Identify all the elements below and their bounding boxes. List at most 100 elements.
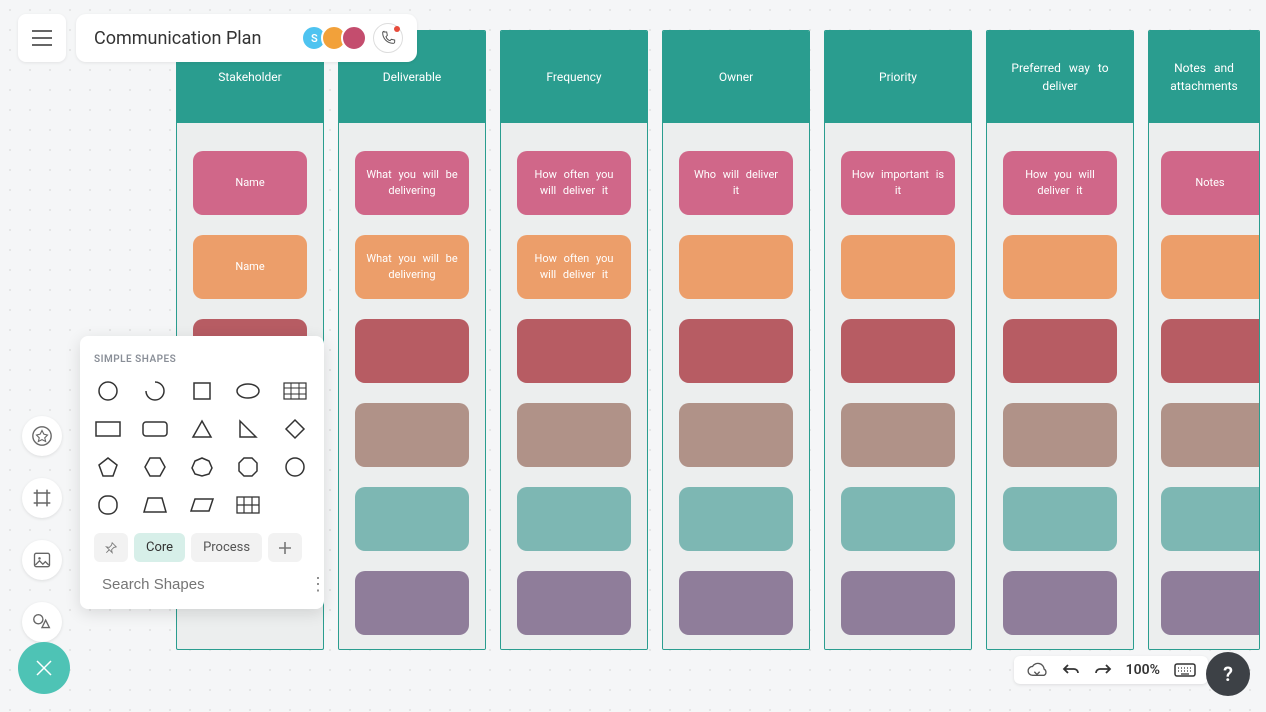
hamburger-menu-button[interactable] xyxy=(18,14,66,62)
shape-hexagon[interactable] xyxy=(141,455,169,479)
board-card[interactable] xyxy=(841,571,955,635)
board-card[interactable] xyxy=(1003,403,1117,467)
board-card[interactable] xyxy=(355,487,469,551)
board-card[interactable]: How often you will deliver it xyxy=(517,151,631,215)
collaborator-avatar[interactable] xyxy=(341,25,367,51)
tab-process[interactable]: Process xyxy=(191,533,262,562)
board-card[interactable] xyxy=(1003,235,1117,299)
board-card[interactable]: How you will deliver it xyxy=(1003,151,1117,215)
hamburger-icon xyxy=(32,30,52,46)
board-card[interactable] xyxy=(1161,571,1259,635)
shape-rounded-rectangle[interactable] xyxy=(141,417,169,441)
shape-right-triangle[interactable] xyxy=(234,417,262,441)
shape-diamond[interactable] xyxy=(281,417,309,441)
shapes-grid xyxy=(94,379,310,517)
phone-icon xyxy=(380,30,396,46)
draw-tool-button[interactable] xyxy=(22,602,62,642)
board-card[interactable]: What you will be delivering xyxy=(355,235,469,299)
board-card[interactable] xyxy=(679,487,793,551)
board-card[interactable] xyxy=(679,571,793,635)
help-icon: ? xyxy=(1223,662,1233,686)
board-column: Preferred way to deliver How you will del… xyxy=(986,30,1134,650)
board-card[interactable] xyxy=(841,235,955,299)
board-card[interactable]: Notes xyxy=(1161,151,1259,215)
board-card[interactable] xyxy=(679,235,793,299)
board-card[interactable] xyxy=(355,319,469,383)
cloud-icon xyxy=(1026,662,1048,678)
shapes-panel-title: SIMPLE SHAPES xyxy=(94,354,310,365)
shape-pentagon[interactable] xyxy=(94,455,122,479)
image-tool-button[interactable] xyxy=(22,540,62,580)
board-card[interactable] xyxy=(679,403,793,467)
board-card[interactable]: How important is it xyxy=(841,151,955,215)
board-card[interactable] xyxy=(1003,571,1117,635)
board-card[interactable] xyxy=(1161,319,1259,383)
add-tab-button[interactable] xyxy=(268,533,302,562)
shape-ellipse[interactable] xyxy=(234,379,262,403)
pin-tab-button[interactable] xyxy=(94,533,128,562)
cloud-sync-button[interactable] xyxy=(1026,662,1048,678)
shapes-tool-button[interactable] xyxy=(22,416,62,456)
board-card[interactable] xyxy=(841,403,955,467)
board-card[interactable] xyxy=(517,487,631,551)
shape-table-grid[interactable] xyxy=(281,379,309,403)
help-button[interactable]: ? xyxy=(1206,652,1250,696)
board-card[interactable]: Name xyxy=(193,235,307,299)
board-card[interactable] xyxy=(1161,487,1259,551)
search-shapes-input[interactable] xyxy=(102,576,301,593)
call-button[interactable] xyxy=(373,23,403,53)
board-card[interactable]: Who will deliver it xyxy=(679,151,793,215)
board-card[interactable] xyxy=(841,487,955,551)
shape-small-grid[interactable] xyxy=(234,493,262,517)
collaborator-avatars: S xyxy=(301,25,367,51)
board-card[interactable]: What you will be delivering xyxy=(355,151,469,215)
shape-nonagon[interactable] xyxy=(281,455,309,479)
board-card[interactable]: Name xyxy=(193,151,307,215)
shape-arc[interactable] xyxy=(141,379,169,403)
board-card[interactable] xyxy=(1003,319,1117,383)
column-header: Preferred way to deliver xyxy=(987,31,1133,123)
image-icon xyxy=(32,550,52,570)
board-card[interactable] xyxy=(1003,487,1117,551)
shape-circle[interactable] xyxy=(94,379,122,403)
board-column: Notes and attachmentsNotes xyxy=(1148,30,1260,650)
board-column: Frequency How often you will deliver it Ho… xyxy=(500,30,648,650)
notification-dot-icon xyxy=(394,26,400,32)
frame-icon xyxy=(32,488,52,508)
board-column: OwnerWho will deliver it xyxy=(662,30,810,650)
shape-rectangle[interactable] xyxy=(94,417,122,441)
tab-core[interactable]: Core xyxy=(134,533,185,562)
shape-heptagon[interactable] xyxy=(188,455,216,479)
board-card[interactable] xyxy=(355,571,469,635)
frame-tool-button[interactable] xyxy=(22,478,62,518)
redo-icon xyxy=(1094,663,1112,677)
close-panel-button[interactable] xyxy=(18,642,70,694)
shape-parallelogram[interactable] xyxy=(188,493,216,517)
redo-button[interactable] xyxy=(1094,663,1112,677)
board-card[interactable] xyxy=(1161,235,1259,299)
shapes-more-menu[interactable]: ⋮ xyxy=(309,574,327,595)
board-card[interactable] xyxy=(1161,403,1259,467)
bottom-toolbar: 100% xyxy=(1014,656,1208,684)
board-canvas[interactable]: StakeholderNameNameDeliverableWhat you w… xyxy=(176,30,1260,650)
shape-rounded-square[interactable] xyxy=(94,493,122,517)
column-header: Frequency xyxy=(501,31,647,123)
column-header: Priority xyxy=(825,31,971,123)
board-card[interactable] xyxy=(679,319,793,383)
plus-icon xyxy=(279,542,291,554)
undo-button[interactable] xyxy=(1062,663,1080,677)
undo-icon xyxy=(1062,663,1080,677)
board-card[interactable] xyxy=(517,403,631,467)
board-card[interactable] xyxy=(517,319,631,383)
board-card[interactable]: How often you will deliver it xyxy=(517,235,631,299)
board-card[interactable] xyxy=(517,571,631,635)
shape-octagon[interactable] xyxy=(234,455,262,479)
keyboard-button[interactable] xyxy=(1174,663,1196,677)
zoom-level[interactable]: 100% xyxy=(1126,662,1160,678)
shape-square[interactable] xyxy=(188,379,216,403)
board-card[interactable] xyxy=(841,319,955,383)
freehand-shapes-icon xyxy=(31,611,53,633)
shape-trapezoid[interactable] xyxy=(141,493,169,517)
shape-triangle[interactable] xyxy=(188,417,216,441)
board-card[interactable] xyxy=(355,403,469,467)
